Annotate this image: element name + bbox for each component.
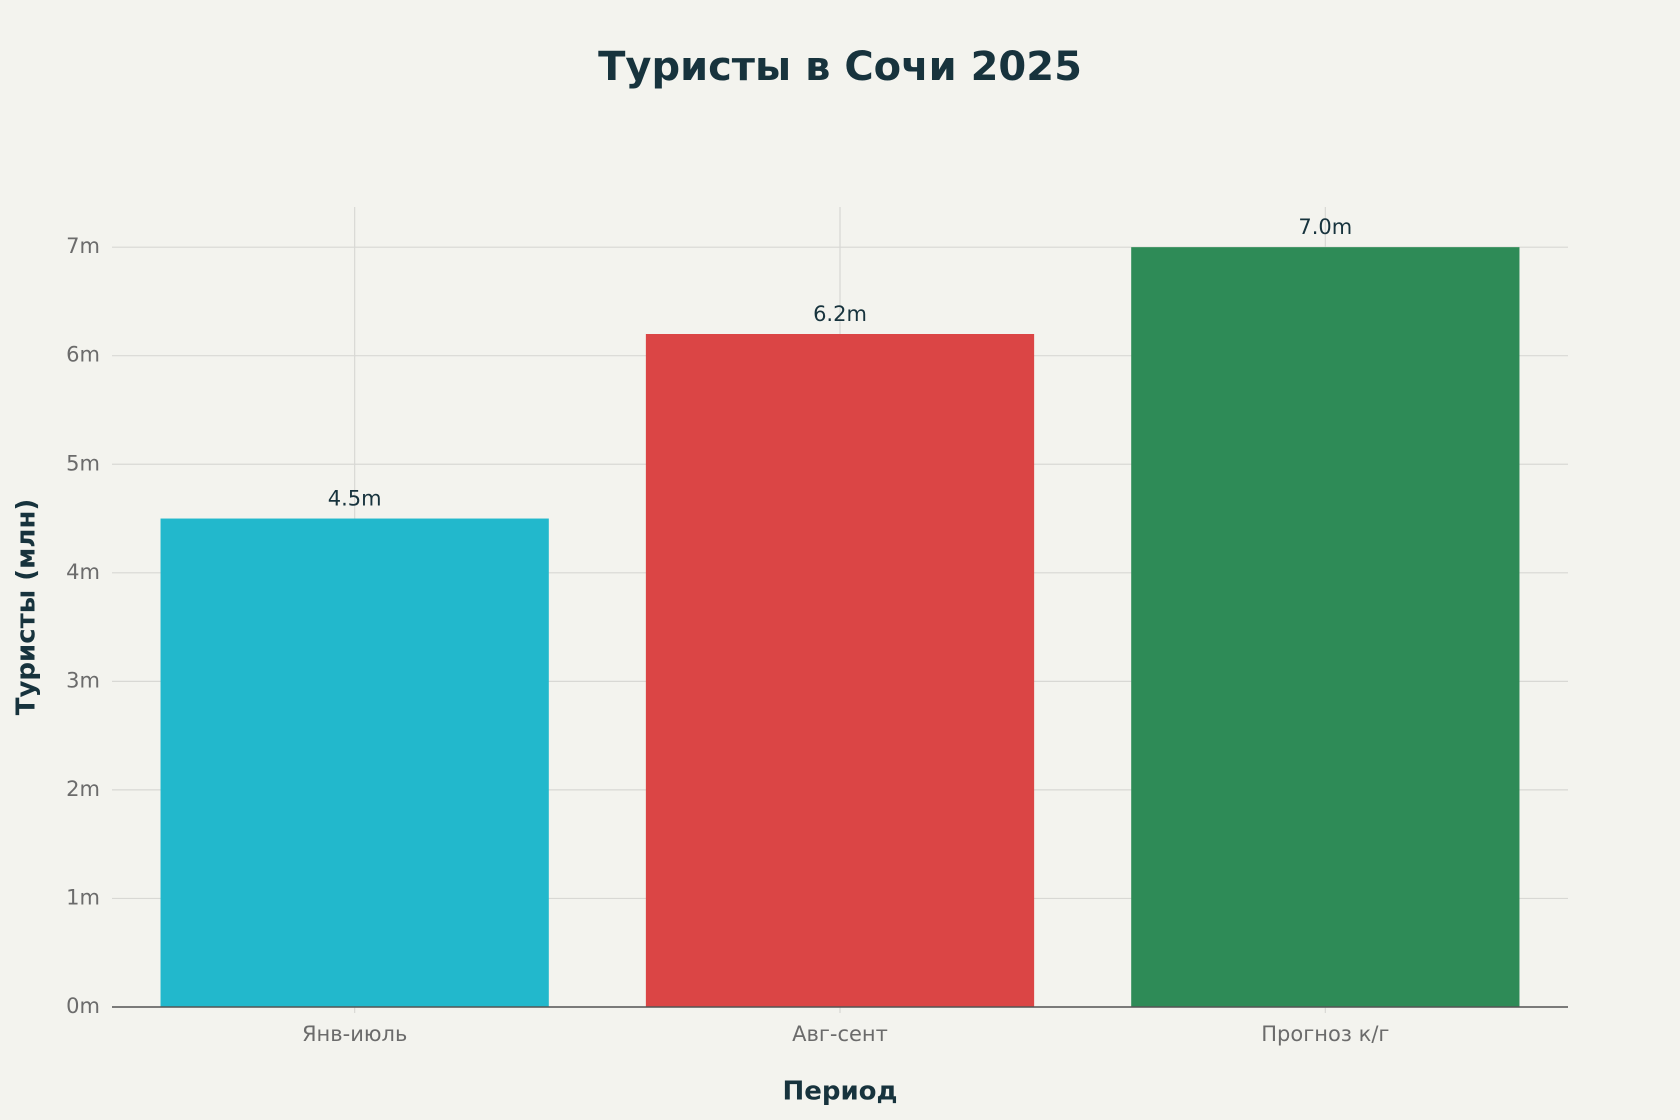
bar — [645, 334, 1035, 1007]
x-tick-label: Авг-сент — [792, 1022, 888, 1046]
x-tick-label: Прогноз к/г — [1261, 1022, 1389, 1046]
bar — [1131, 247, 1520, 1007]
chart-title: Туристы в Сочи 2025 — [598, 44, 1082, 90]
y-tick-label: 4m — [66, 560, 100, 584]
bar — [160, 518, 549, 1007]
y-tick-label: 3m — [66, 668, 100, 692]
y-tick-label: 6m — [66, 343, 100, 367]
data-label: 4.5m — [328, 487, 382, 511]
data-label: 6.2m — [813, 302, 867, 326]
y-tick-label: 1m — [66, 885, 100, 909]
y-tick-label: 5m — [66, 451, 100, 475]
data-label: 7.0m — [1298, 215, 1352, 239]
y-tick-label: 7m — [66, 234, 100, 258]
x-tick-label: Янв-июль — [302, 1022, 407, 1046]
y-tick-label: 0m — [66, 994, 100, 1018]
x-axis-label: Период — [782, 1077, 897, 1107]
y-tick-label: 2m — [66, 777, 100, 801]
y-axis-label: Туристы (млн) — [12, 499, 42, 716]
